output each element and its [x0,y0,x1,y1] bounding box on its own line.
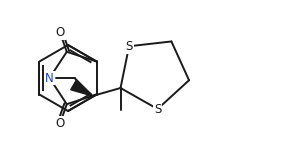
Text: O: O [56,116,65,130]
Polygon shape [71,80,93,96]
Text: O: O [56,26,65,39]
Text: N: N [45,71,54,84]
Text: S: S [125,40,133,53]
Text: S: S [154,103,161,116]
